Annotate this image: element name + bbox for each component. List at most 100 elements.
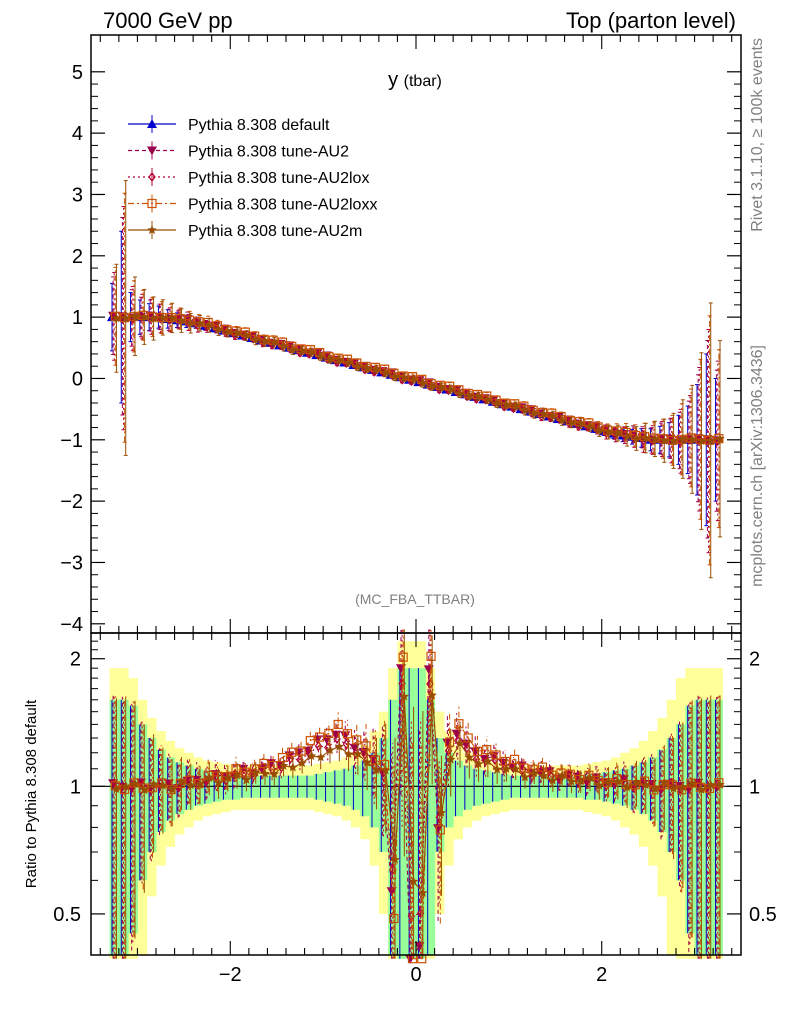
ratio-point [223,773,233,783]
rivet-label: Rivet 3.1.10, ≥ 100k events [749,38,766,232]
band-green [462,765,473,810]
data-point [557,415,567,425]
data-point [390,371,400,381]
ratio-point [306,751,317,761]
lower-axes: 0.5 0.5 1 1 2 2 −2 0 2 [53,633,777,986]
ratio-point [166,785,176,795]
data-point [334,354,345,364]
ratio-point [240,767,250,777]
ratio-point [473,758,484,768]
ratio-ylabel: Ratio to Pythia 8.308 default [23,699,40,888]
ratio-series-4 [111,629,725,959]
ratio-point [408,876,419,886]
ratio-point [305,736,315,746]
upper-axes: −4 −3 −2 −1 0 1 2 3 4 5 [60,35,741,636]
ratio-point [176,776,187,786]
ratio-point [185,780,196,790]
data-point [687,434,697,444]
ratio-point [426,651,436,661]
ratio-point [139,785,150,795]
ratio-point [575,776,586,786]
ratio-point [510,764,521,774]
ratio-point [537,762,548,772]
ratio-point [538,770,549,780]
ratio-point [120,781,131,791]
ratio-point [436,807,447,817]
legend-item: Pythia 8.308 tune-AU2 [128,141,349,161]
legend-item: Pythia 8.308 tune-AU2lox [128,168,369,187]
band-green [676,724,686,881]
lower-ytick-label-right: 0.5 [749,904,777,926]
ratio-point [325,745,335,755]
ratio-point [278,760,289,770]
data-point [158,312,168,322]
ratio-point [288,762,298,772]
data-point [678,434,688,444]
lower-ytick-label-right: 2 [749,649,760,671]
lower-ytick-label: 2 [70,649,81,671]
ratio-point [370,755,380,765]
band-green [611,770,621,804]
ratio-point [212,771,223,781]
data-point [167,312,177,322]
band-green [425,699,436,955]
data-point [566,417,577,427]
ratio-point [482,745,492,755]
ratio-point [463,733,473,743]
series-4 [111,180,725,579]
data-point [325,354,335,364]
upper-ytick-label: 3 [72,184,83,206]
ratio-point [451,729,462,739]
ratio-point [418,887,428,897]
ratio-point [594,780,605,790]
ratio-point [260,768,270,778]
upper-ytick-label: −2 [60,491,83,513]
data-point [659,435,670,445]
data-point [176,315,187,325]
ratio-point [148,779,159,789]
ratio-point [287,747,297,757]
band-green [128,705,138,934]
band-green [332,770,343,804]
ratio-point [500,756,510,767]
band-green [341,768,352,806]
data-point [715,433,725,443]
data-point [464,390,475,400]
data-point [223,327,233,337]
ratio-point [277,752,288,763]
ratio-point [491,750,501,760]
ratio-point [296,746,306,756]
data-point [585,421,595,431]
lower-xtick-label: −2 [219,964,242,986]
data-point [613,428,623,438]
data-point [575,418,586,428]
plot-title-main: y [388,69,398,91]
ratio-point [548,775,558,785]
ratio-point [398,652,408,662]
ratio-point [435,825,445,835]
legend-marker [147,198,157,209]
ratio-point [324,728,334,739]
ratio-point [678,782,688,792]
data-point [668,435,679,445]
ratio-point [204,772,215,782]
legend-label: Pythia 8.308 tune-AU2lox [188,170,369,187]
ratio-point [566,776,577,786]
upper-ytick-label: −4 [60,614,83,636]
ratio-point [613,776,623,786]
legend-marker [147,225,157,235]
data-point [603,427,614,437]
upper-ytick-label: −3 [60,552,83,574]
upper-ytick-label: 2 [72,246,83,268]
ratio-point [241,774,252,784]
data-point [213,324,224,334]
data-point [260,336,270,346]
legend-item: Pythia 8.308 tune-AU2m [128,221,362,240]
data-point [445,384,456,394]
ratio-point [472,746,483,756]
ratio-point [315,752,326,762]
data-point [473,391,484,401]
data-point [520,405,530,415]
upper-ytick-label: −1 [60,430,83,452]
